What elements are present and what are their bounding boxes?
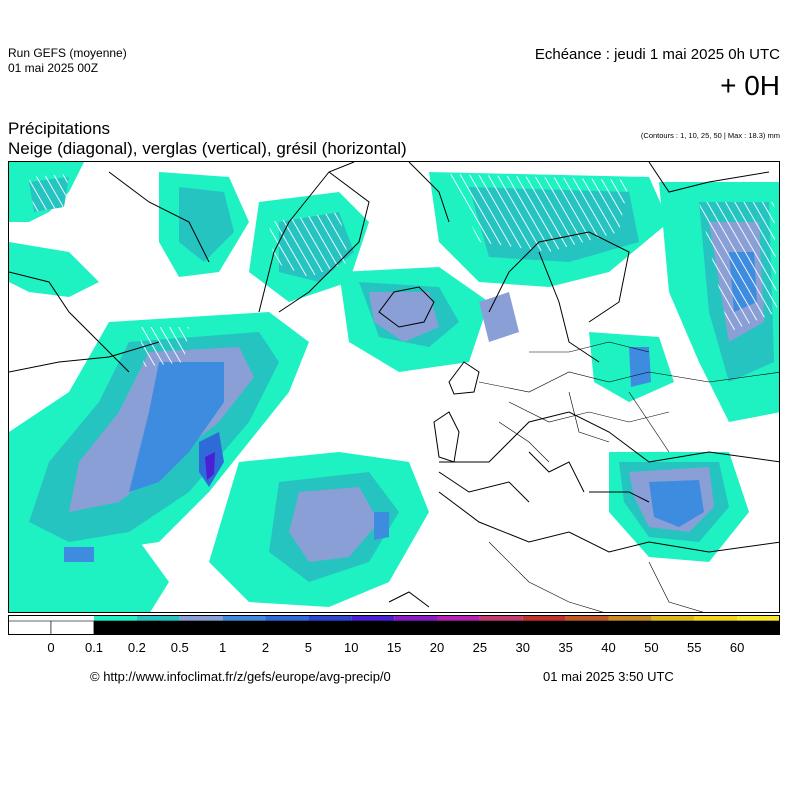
scale-swatch — [608, 615, 652, 621]
scale-swatch-base — [565, 620, 609, 635]
scale-tick-label: 30 — [515, 640, 530, 655]
scale-swatch — [179, 615, 223, 621]
scale-swatch — [522, 615, 566, 621]
scale-swatch — [222, 615, 266, 621]
scale-swatch — [94, 615, 137, 621]
scale-swatch — [479, 615, 523, 621]
scale-swatch-base — [222, 620, 266, 635]
scale-swatch-base — [308, 620, 352, 635]
scale-swatch-base — [350, 620, 395, 635]
color-scale-labels: 0 0.1 0.2 0.5 1 2 5 10 15 20 25 30 35 40 50 55 60 — [8, 640, 780, 656]
scale-tick-label: 5 — [304, 640, 312, 655]
contour-info: (Contours : 1, 10, 25, 50 | Max : 18.3) … — [640, 131, 780, 140]
coastlines — [9, 162, 779, 608]
scale-swatch — [308, 615, 352, 621]
scale-swatch-base — [8, 620, 52, 635]
scale-swatch-base — [93, 620, 138, 635]
scale-tick-label: 0.5 — [170, 640, 189, 655]
scale-tick-label: 15 — [386, 640, 402, 655]
generated-timestamp: 01 mai 2025 3:50 UTC — [543, 669, 674, 684]
color-scale — [8, 615, 780, 635]
scale-swatch — [351, 615, 395, 621]
scale-swatch — [8, 615, 51, 621]
borders — [478, 341, 779, 612]
scale-swatch-base — [136, 620, 181, 635]
scale-tick-label: 50 — [644, 640, 659, 655]
forecast-time: Echéance : jeudi 1 mai 2025 0h UTC — [534, 46, 780, 63]
scale-tick-label: 2 — [261, 640, 270, 655]
scale-tick-label: 0.1 — [84, 640, 104, 655]
scale-tick-label: 0 — [47, 640, 55, 655]
scale-tick-label: 25 — [472, 640, 488, 655]
scale-tick-label: 60 — [729, 640, 745, 655]
scale-swatch-base — [50, 620, 95, 635]
scale-swatch — [651, 615, 695, 621]
copyright-url[interactable]: © http://www.infoclimat.fr/z/gefs/europe… — [90, 669, 391, 684]
run-name: Run GEFS (moyenne) — [8, 46, 127, 60]
scale-swatch — [694, 615, 738, 621]
scale-swatch-base — [436, 620, 481, 635]
scale-swatch — [51, 615, 94, 621]
scale-swatch-base — [736, 620, 780, 635]
scale-tick-label: 10 — [344, 640, 359, 655]
scale-swatch — [394, 615, 437, 621]
scale-swatch-base — [608, 620, 652, 635]
scale-swatch — [265, 615, 309, 621]
scale-tick-label: 0.2 — [127, 640, 146, 655]
scale-swatch-base — [265, 620, 309, 635]
scale-swatch-base — [479, 620, 524, 635]
scale-border — [8, 615, 780, 635]
run-date: 01 mai 2025 00Z — [8, 61, 99, 75]
scale-tick-label: 1 — [219, 640, 227, 655]
map-subtitle: Neige (diagonal), verglas (vertical), gr… — [8, 139, 407, 158]
map-canvas — [9, 162, 779, 612]
scale-swatch-base — [693, 620, 738, 635]
scale-tick-label: 35 — [558, 640, 573, 655]
precipitation-map[interactable] — [8, 161, 780, 613]
precip-field-max — [205, 452, 215, 480]
scale-tick-label: 20 — [429, 640, 445, 655]
scale-swatch — [437, 615, 480, 621]
scale-swatch — [565, 615, 609, 621]
scale-swatch — [136, 615, 180, 621]
scale-swatch-base — [522, 620, 566, 635]
scale-tick-label: 55 — [687, 640, 702, 655]
forecast-offset: + 0H — [720, 70, 780, 101]
scale-tick-label: 40 — [601, 640, 616, 655]
scale-swatch-base — [393, 620, 438, 635]
scale-swatch — [737, 615, 780, 621]
scale-swatch-base — [179, 620, 223, 635]
scale-swatch-base — [651, 620, 695, 635]
map-title: Précipitations — [8, 119, 111, 138]
